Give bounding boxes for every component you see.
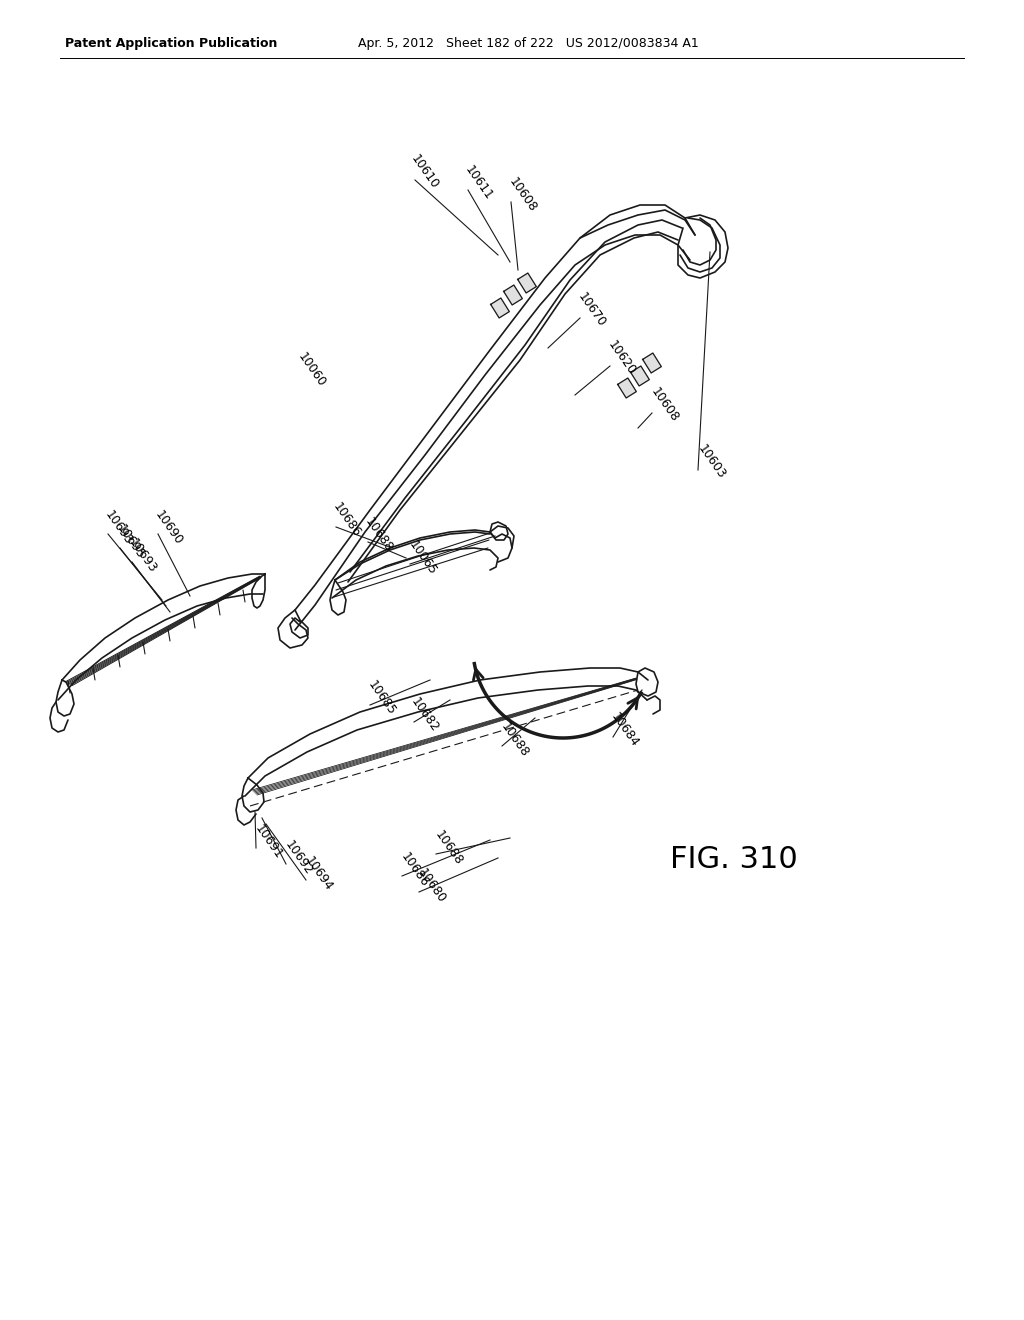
Text: 10620: 10620 bbox=[605, 338, 638, 378]
Text: 10693: 10693 bbox=[126, 536, 159, 576]
Text: 10688: 10688 bbox=[498, 721, 531, 760]
Text: 10685: 10685 bbox=[365, 678, 398, 718]
Text: 10682: 10682 bbox=[408, 696, 441, 735]
Text: 10608: 10608 bbox=[648, 385, 681, 425]
Text: 10610: 10610 bbox=[408, 152, 441, 191]
Text: Apr. 5, 2012   Sheet 182 of 222   US 2012/0083834 A1: Apr. 5, 2012 Sheet 182 of 222 US 2012/00… bbox=[358, 37, 698, 49]
Text: Patent Application Publication: Patent Application Publication bbox=[65, 37, 278, 49]
Text: 10694: 10694 bbox=[302, 854, 335, 894]
Text: 10690: 10690 bbox=[152, 508, 185, 548]
Text: 10065: 10065 bbox=[406, 539, 439, 578]
Text: 10695: 10695 bbox=[114, 523, 147, 561]
Text: 10670: 10670 bbox=[575, 290, 608, 330]
Polygon shape bbox=[631, 366, 649, 385]
Text: FIG. 310: FIG. 310 bbox=[670, 846, 798, 874]
Polygon shape bbox=[504, 285, 522, 305]
Text: 10611: 10611 bbox=[462, 164, 495, 202]
Text: 10608: 10608 bbox=[506, 176, 539, 215]
Text: 10691: 10691 bbox=[252, 822, 285, 862]
Text: 10688: 10688 bbox=[432, 828, 465, 867]
Polygon shape bbox=[490, 298, 509, 318]
Text: 10684: 10684 bbox=[608, 710, 641, 750]
Text: 10060: 10060 bbox=[295, 350, 328, 389]
Text: 10680: 10680 bbox=[415, 866, 447, 906]
Polygon shape bbox=[518, 273, 537, 293]
Text: 10686: 10686 bbox=[398, 850, 431, 890]
Polygon shape bbox=[617, 378, 636, 397]
Text: 10688: 10688 bbox=[362, 515, 395, 554]
Text: 10603: 10603 bbox=[695, 442, 728, 482]
Text: 10692: 10692 bbox=[282, 838, 314, 878]
Polygon shape bbox=[643, 352, 662, 374]
Text: 10693: 10693 bbox=[102, 508, 135, 548]
Text: 10686: 10686 bbox=[330, 500, 362, 540]
